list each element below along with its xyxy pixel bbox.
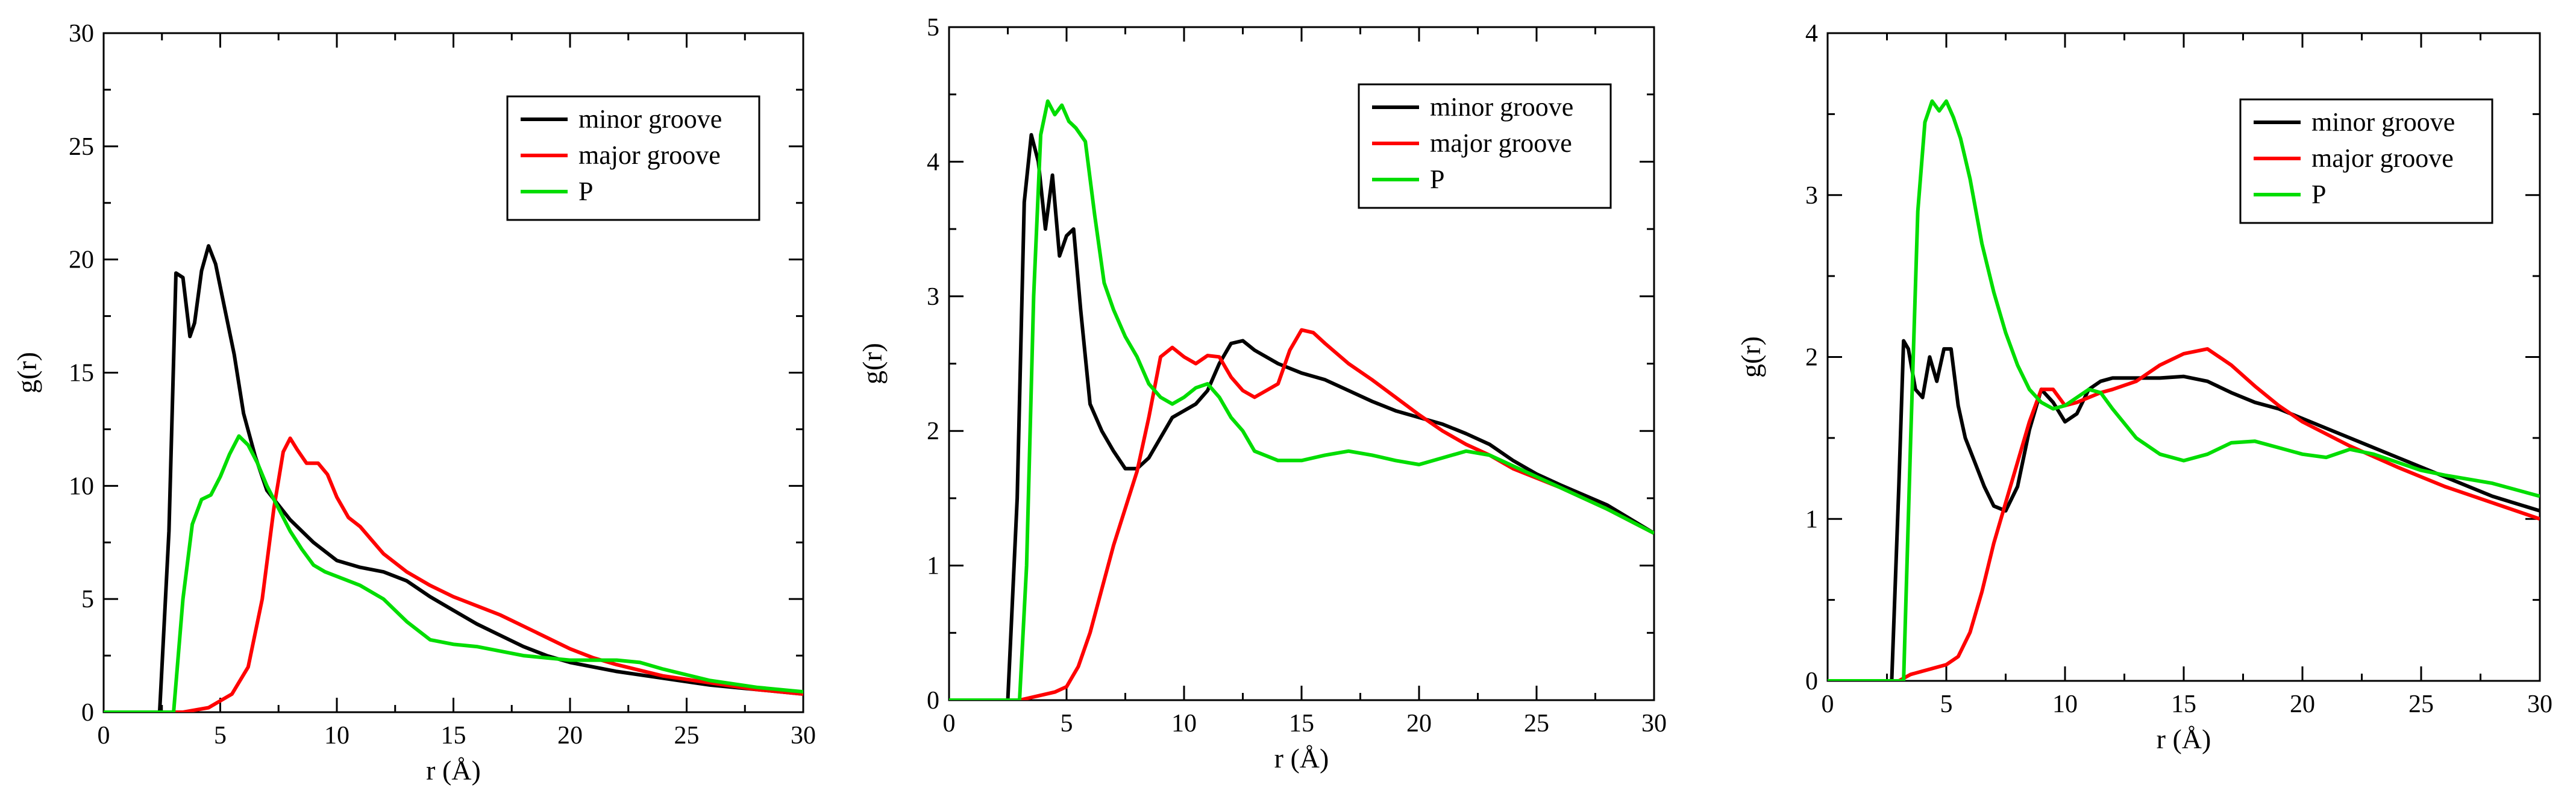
legend-label: minor groove <box>578 104 722 134</box>
x-tick-label: 25 <box>2408 691 2434 718</box>
x-tick-label: 30 <box>791 722 816 750</box>
legend-label: major groove <box>578 140 721 170</box>
legend-box <box>1358 83 1612 209</box>
y-tick-label: 2 <box>1805 344 1818 372</box>
x-tick-label: 0 <box>98 722 110 750</box>
x-tick-label: 10 <box>324 722 349 750</box>
legend-label: P <box>1430 164 1444 194</box>
x-axis-label: r (Å) <box>2157 724 2211 754</box>
legend-label: minor groove <box>1430 92 1573 122</box>
x-tick-label: 5 <box>1061 710 1073 738</box>
series-line-minor-groove <box>1828 339 2540 681</box>
x-tick-label: 30 <box>2527 691 2552 718</box>
series-line-major-groove <box>949 328 1654 700</box>
y-tick-label: 4 <box>1805 20 1818 48</box>
series-line-major-groove <box>1828 347 2540 681</box>
y-tick-label: 4 <box>927 148 939 176</box>
y-tick-label: 1 <box>1805 506 1818 533</box>
chart-panel-left: 0 5 10 15 20 25 30 0 5 10 15 20 25 30 r (Å) g(r) minor g… <box>11 20 816 786</box>
legend: minor groove major groove P <box>2239 98 2493 224</box>
x-axis-label: r (Å) <box>1274 743 1329 774</box>
y-axis-label: g(r) <box>1735 336 1766 378</box>
x-tick-label: 20 <box>1406 710 1432 738</box>
x-tick-label: 0 <box>1822 691 1834 718</box>
x-tick-label: 20 <box>2290 691 2315 718</box>
y-tick-label: 30 <box>69 20 94 48</box>
y-tick-label: 0 <box>81 699 94 727</box>
series-line-major-groove <box>104 436 803 712</box>
series-line-minor-groove <box>949 133 1654 700</box>
x-axis-label: r (Å) <box>426 755 481 786</box>
x-tick-label: 5 <box>1940 691 1953 718</box>
x-tick-label: 30 <box>1641 710 1667 738</box>
legend-label: major groove <box>1430 128 1572 158</box>
chart-panel-right: 0 5 10 15 20 25 30 0 1 2 3 4 r (Å) g(r) minor groove ma… <box>1735 20 2552 754</box>
series-line-p <box>949 99 1654 700</box>
y-axis-label: g(r) <box>11 352 42 393</box>
y-tick-label: 3 <box>1805 182 1818 210</box>
y-tick-label: 10 <box>69 472 94 500</box>
x-tick-label: 0 <box>943 710 956 738</box>
y-tick-label: 2 <box>927 418 939 445</box>
y-tick-label: 5 <box>81 586 94 613</box>
series-line-p <box>1828 99 2540 681</box>
y-tick-label: 3 <box>927 283 939 311</box>
y-axis-label: g(r) <box>857 343 888 384</box>
legend-label: major groove <box>2311 143 2454 173</box>
legend: minor groove major groove P <box>1358 83 1612 209</box>
series-line-p <box>104 434 803 712</box>
x-tick-label: 25 <box>674 722 700 750</box>
x-tick-label: 15 <box>1289 710 1314 738</box>
x-tick-label: 15 <box>441 722 466 750</box>
x-tick-label: 10 <box>2052 691 2078 718</box>
x-tick-label: 20 <box>557 722 583 750</box>
legend: minor groove major groove P <box>506 95 760 221</box>
legend-label: minor groove <box>2311 107 2455 137</box>
y-tick-label: 0 <box>927 687 939 715</box>
legend-label: P <box>578 177 593 206</box>
series-line-minor-groove <box>104 244 803 712</box>
y-tick-label: 15 <box>69 360 94 387</box>
legend-box <box>506 95 760 221</box>
x-tick-label: 15 <box>2171 691 2196 718</box>
y-tick-label: 0 <box>1805 668 1818 695</box>
y-tick-label: 25 <box>69 133 94 161</box>
y-tick-label: 5 <box>927 14 939 42</box>
y-tick-label: 20 <box>69 246 94 274</box>
y-tick-label: 1 <box>927 553 939 580</box>
legend-label: P <box>2311 180 2326 209</box>
x-tick-label: 10 <box>1171 710 1197 738</box>
x-tick-label: 25 <box>1524 710 1549 738</box>
x-tick-label: 5 <box>214 722 227 750</box>
legend-box <box>2239 98 2493 224</box>
